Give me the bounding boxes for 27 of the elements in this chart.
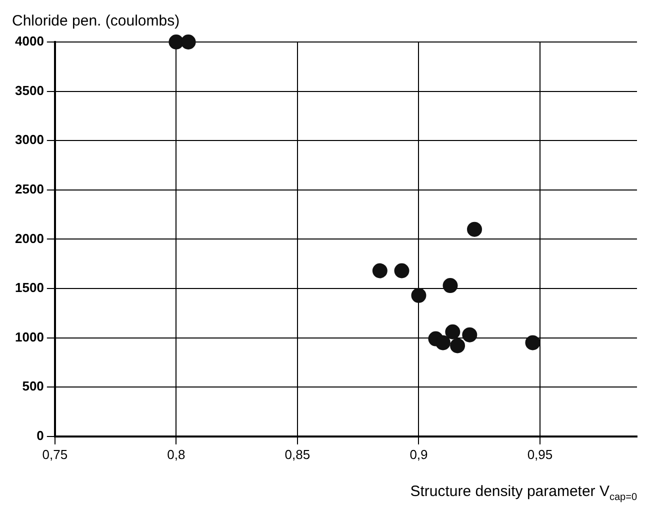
x-tick-label: 0,8 — [167, 446, 186, 462]
y-tick-label: 3500 — [15, 82, 44, 98]
x-tick-label: 0,85 — [284, 446, 310, 462]
x-tick-label: 0,9 — [410, 446, 428, 462]
point — [525, 335, 540, 350]
point — [445, 324, 460, 340]
y-tick-label: 500 — [22, 378, 44, 394]
point — [411, 288, 426, 303]
point — [450, 338, 466, 354]
y-axis-title: Chloride pen. (coulombs) — [12, 12, 180, 30]
y-tick-label: 3000 — [15, 132, 44, 148]
point — [462, 327, 478, 342]
point — [180, 34, 196, 50]
y-tick-label: 4000 — [15, 34, 44, 49]
x-tick-label: 0,75 — [42, 446, 68, 462]
y-tick-label: 2000 — [15, 230, 44, 246]
point — [442, 278, 458, 294]
point — [435, 335, 450, 350]
y-tick-label: 2500 — [15, 181, 44, 196]
point — [168, 34, 184, 50]
y-tick-label: 1500 — [15, 280, 44, 296]
x-tick-label: 0,95 — [527, 446, 553, 462]
point — [372, 263, 388, 278]
point — [467, 222, 482, 237]
y-tick-label: 0 — [36, 428, 44, 443]
y-tick-label: 1000 — [15, 329, 44, 344]
point — [394, 263, 410, 278]
